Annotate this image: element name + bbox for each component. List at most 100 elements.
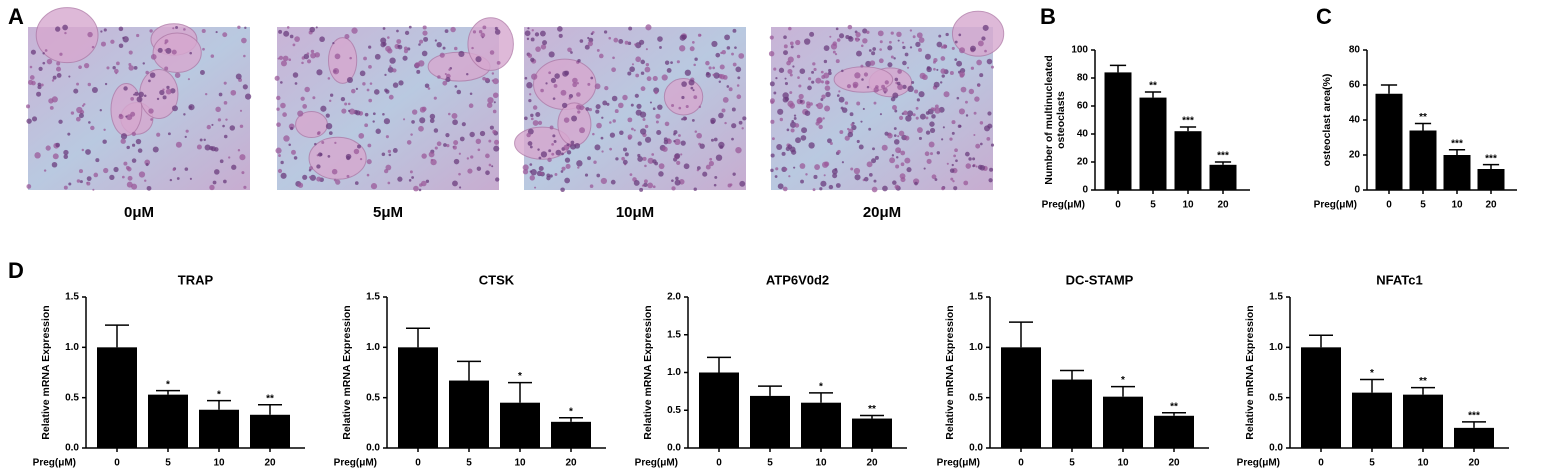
- cell: [934, 178, 938, 181]
- cell: [276, 107, 280, 111]
- cell: [676, 160, 681, 166]
- cell: [210, 146, 216, 152]
- cell: [555, 149, 562, 156]
- cell: [303, 53, 310, 60]
- cell: [872, 147, 875, 151]
- cell: [587, 40, 593, 47]
- cell: [930, 107, 934, 111]
- cell: [893, 139, 900, 145]
- cell: [832, 50, 836, 54]
- cell: [494, 139, 500, 145]
- cell: [103, 167, 109, 174]
- cell: [487, 97, 494, 104]
- bar: [250, 414, 290, 448]
- cell: [645, 62, 650, 67]
- y-tick-label: 2.0: [667, 292, 681, 303]
- cell: [593, 160, 597, 164]
- cell: [102, 139, 107, 144]
- cell: [28, 79, 34, 85]
- cell: [856, 50, 862, 57]
- cell: [693, 63, 696, 67]
- cell: [421, 153, 427, 159]
- cell: [671, 179, 674, 182]
- cell: [965, 100, 968, 104]
- cell: [385, 135, 389, 139]
- cell: [384, 168, 389, 174]
- cell: [175, 141, 182, 148]
- cell: [938, 34, 942, 38]
- bar: [750, 395, 790, 448]
- cell: [381, 152, 386, 157]
- cell: [85, 149, 91, 155]
- cell: [596, 122, 602, 129]
- cell: [76, 82, 79, 86]
- cell: [637, 141, 642, 146]
- cell: [783, 35, 787, 39]
- cell: [696, 166, 701, 170]
- cell: [136, 96, 143, 103]
- cell: [644, 124, 649, 129]
- cell: [710, 138, 714, 142]
- cell: [629, 66, 635, 73]
- cell: [63, 149, 69, 156]
- cell: [696, 132, 702, 139]
- cell: [674, 179, 681, 186]
- cell: [912, 35, 916, 39]
- cell: [673, 132, 676, 136]
- cell: [551, 152, 555, 156]
- cell: [902, 60, 907, 66]
- cell: [631, 63, 635, 66]
- cell: [164, 42, 167, 45]
- cell: [156, 97, 160, 101]
- x-tick-label: 0: [1318, 458, 1324, 468]
- micrograph: [514, 24, 747, 193]
- cell: [951, 120, 956, 125]
- significance-label: *: [569, 406, 573, 417]
- cell: [736, 84, 740, 87]
- cell: [577, 110, 581, 114]
- cell: [331, 168, 338, 175]
- cell: [798, 93, 804, 100]
- cell: [847, 131, 854, 138]
- cell: [863, 72, 869, 77]
- cell: [479, 130, 486, 137]
- cell: [786, 60, 791, 66]
- cell: [167, 132, 171, 136]
- cell: [237, 149, 241, 152]
- cell: [411, 176, 415, 179]
- cell: [297, 110, 304, 117]
- cell: [639, 111, 647, 118]
- cell: [128, 50, 133, 55]
- cell: [789, 103, 796, 109]
- cell: [902, 84, 907, 90]
- cell: [976, 59, 982, 66]
- cell: [624, 40, 629, 45]
- cell: [554, 73, 560, 79]
- cell: [292, 72, 299, 78]
- cell: [164, 49, 167, 52]
- cell: [554, 172, 558, 176]
- cell: [952, 179, 955, 183]
- cell: [890, 31, 894, 35]
- cell: [88, 121, 91, 124]
- cell: [209, 184, 215, 191]
- cell: [184, 135, 187, 138]
- cell: [844, 101, 849, 105]
- cell: [38, 66, 43, 71]
- cell: [777, 108, 784, 115]
- cell: [183, 113, 186, 116]
- bar: [551, 421, 591, 448]
- cell: [872, 47, 877, 51]
- cell: [893, 127, 897, 130]
- cell: [879, 40, 883, 44]
- cell: [429, 113, 436, 120]
- cell: [680, 153, 683, 156]
- cell: [75, 116, 81, 122]
- cell: [225, 118, 228, 121]
- cell: [595, 109, 600, 114]
- cell: [118, 113, 123, 117]
- cell: [634, 93, 639, 98]
- cell: [972, 157, 976, 161]
- error-bar: [1482, 163, 1500, 169]
- cell: [904, 135, 908, 139]
